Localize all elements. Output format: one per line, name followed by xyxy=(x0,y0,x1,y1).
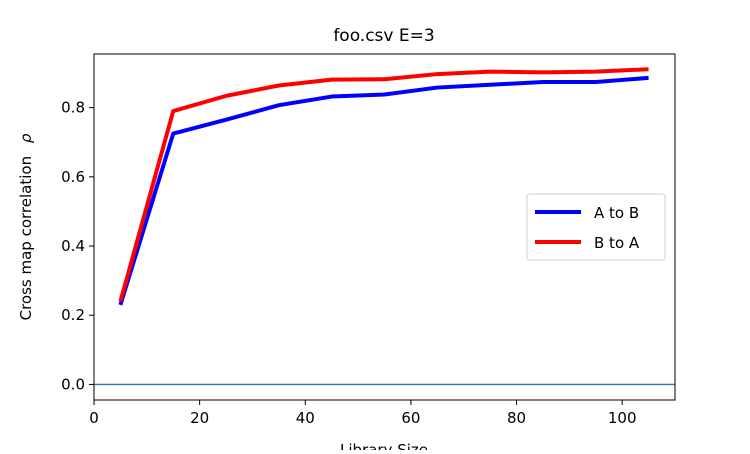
y-tick-label: 0.4 xyxy=(61,237,85,255)
y-tick-label: 0.8 xyxy=(61,99,85,117)
x-tick-label: 20 xyxy=(190,409,209,427)
axes-frame xyxy=(93,53,676,401)
y-axis-label-symbol: ρ xyxy=(17,133,35,143)
x-tick-label: 80 xyxy=(507,409,526,427)
y-axis-label-text: Cross map correlation xyxy=(17,156,35,320)
x-axis-label: Library Size xyxy=(340,441,428,450)
x-tick-label: 100 xyxy=(608,409,637,427)
y-tick-label: 0.6 xyxy=(61,168,85,186)
chart-title: foo.csv E=3 xyxy=(333,26,434,46)
y-tick-label: 0.2 xyxy=(61,306,85,324)
x-tick-label: 40 xyxy=(296,409,315,427)
x-tick-label: 0 xyxy=(89,409,99,427)
y-tick-label: 0.0 xyxy=(61,375,85,393)
series-line-a-to-b xyxy=(118,75,649,306)
legend-label: B to A xyxy=(594,234,640,252)
plot-area xyxy=(94,67,675,386)
y-axis-label: Cross map correlation ρ xyxy=(17,133,35,320)
svg-text:Cross map correlation: Cross map correlation ρ xyxy=(17,133,35,320)
series-line-b-to-a xyxy=(118,67,649,302)
legend-label: A to B xyxy=(594,204,639,222)
y-axis: 0.0 0.2 0.4 0.6 0.8 xyxy=(61,99,94,393)
x-axis: 0 20 40 60 80 100 xyxy=(89,400,637,427)
legend-entries: A to B B to A xyxy=(535,204,640,252)
x-tick-label: 60 xyxy=(401,409,420,427)
legend: A to B B to A xyxy=(526,193,666,261)
